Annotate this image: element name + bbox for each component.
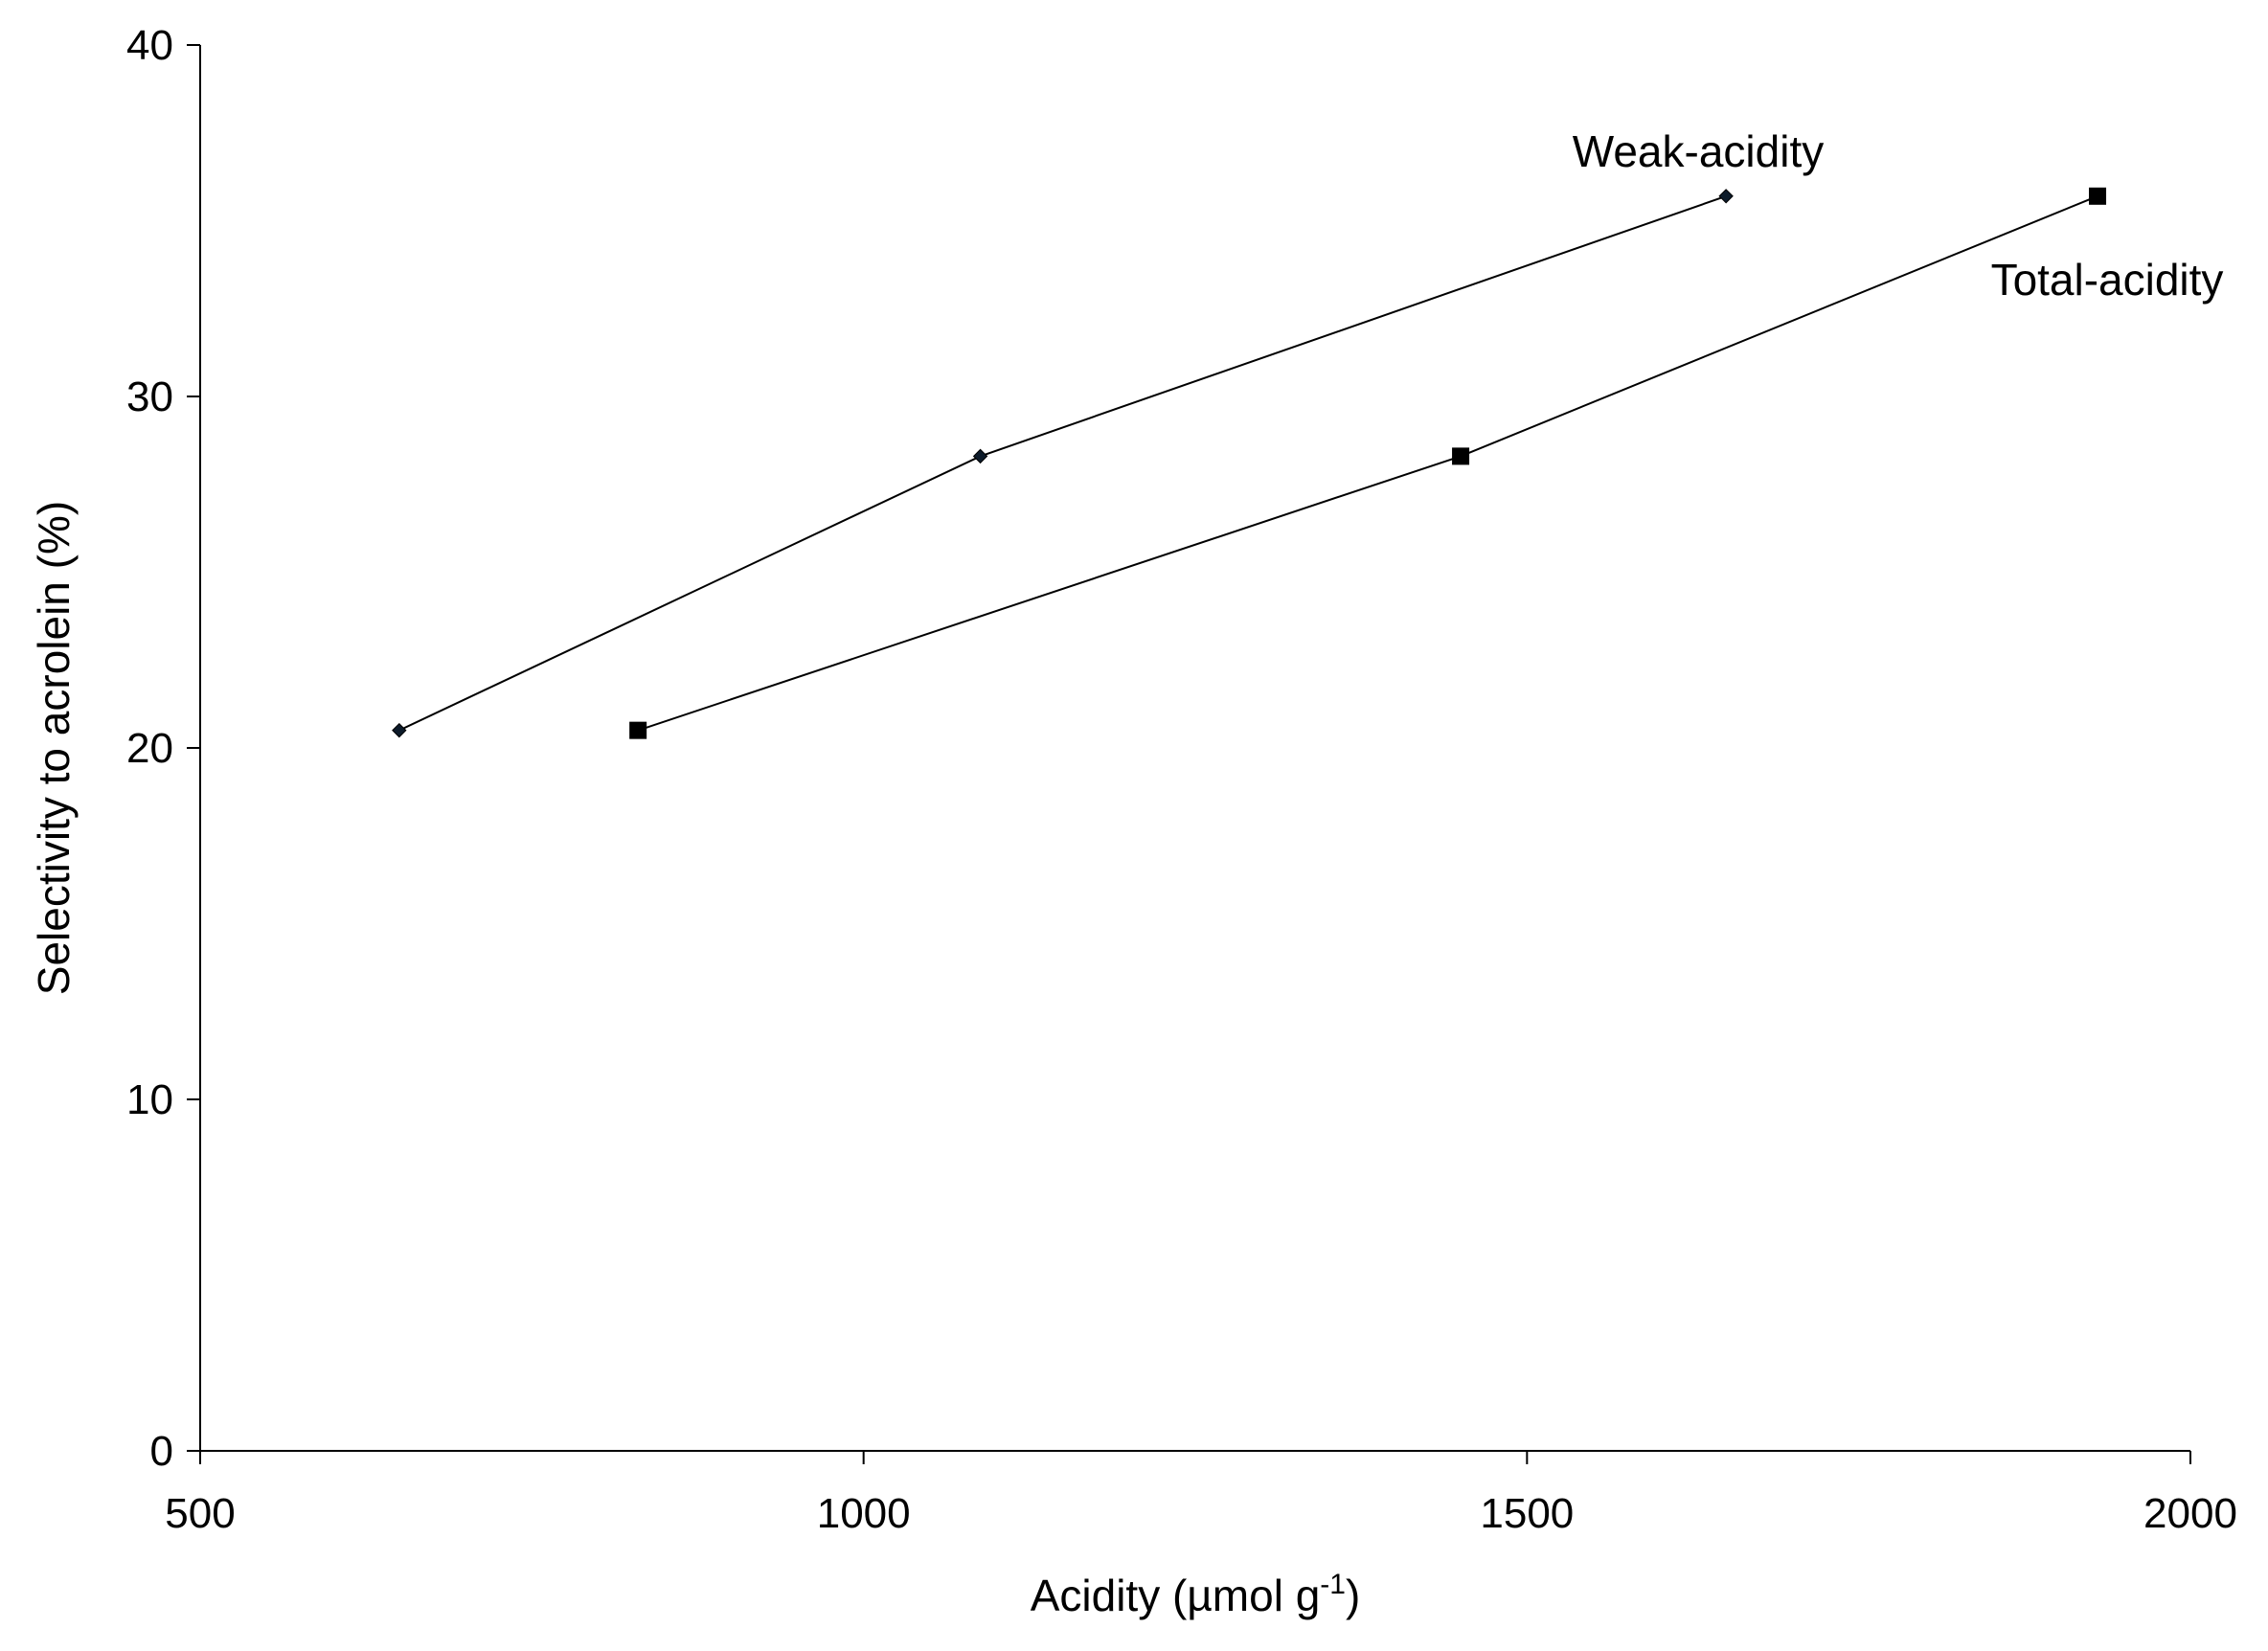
x-axis-title: Acidity (µmol g-1) bbox=[1031, 1569, 1361, 1620]
series-line-total-acidity bbox=[637, 194, 2098, 732]
series-label-total-acidity: Total-acidity bbox=[1991, 255, 2224, 305]
axes bbox=[187, 44, 2191, 1464]
data-point-weak-acidity bbox=[1718, 189, 1734, 204]
y-tick-label: 40 bbox=[126, 22, 173, 69]
y-tick-label: 0 bbox=[150, 1428, 173, 1475]
x-axis-title-main: Acidity (µmol g bbox=[1031, 1571, 1321, 1620]
x-tick-label: 500 bbox=[165, 1490, 235, 1537]
series-label-weak-acidity: Weak-acidity bbox=[1573, 126, 1824, 176]
x-axis-title-suffix: ) bbox=[1346, 1571, 1360, 1620]
data-point-total-acidity bbox=[2089, 187, 2107, 205]
labels: 0 10 20 30 40 500 1000 1500 2000 Selectivity to a… bbox=[29, 22, 2237, 1620]
data-point-weak-acidity bbox=[392, 722, 407, 738]
x-tick-label: 2000 bbox=[2143, 1490, 2237, 1537]
x-axis-title-superscript: -1 bbox=[1320, 1569, 1346, 1600]
data-point-weak-acidity bbox=[972, 448, 988, 464]
series-layer bbox=[392, 187, 2107, 739]
data-point-total-acidity bbox=[1452, 447, 1470, 465]
x-tick-label: 1000 bbox=[817, 1490, 911, 1537]
y-tick-label: 30 bbox=[126, 373, 173, 420]
y-axis-title: Selectivity to acrolein (%) bbox=[29, 501, 79, 995]
series-line-weak-acidity bbox=[398, 194, 1727, 732]
x-tick-label: 1500 bbox=[1480, 1490, 1574, 1537]
y-tick-label: 20 bbox=[126, 725, 173, 772]
data-point-total-acidity bbox=[629, 721, 647, 739]
y-tick-label: 10 bbox=[126, 1076, 173, 1123]
